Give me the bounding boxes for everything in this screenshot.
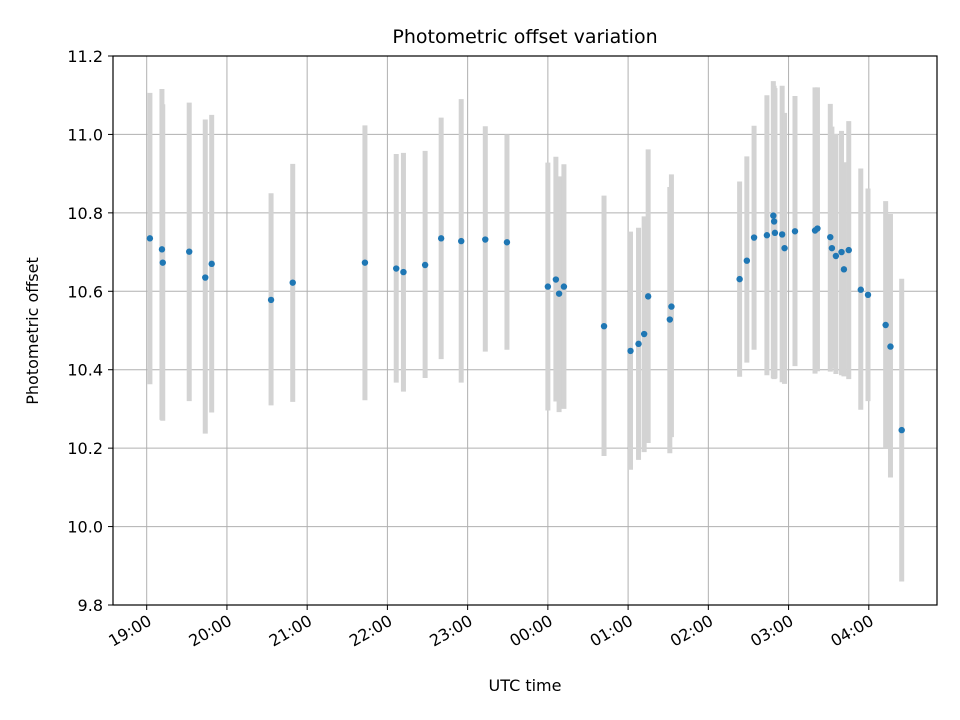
data-point [560, 283, 568, 290]
data-point [400, 268, 407, 276]
data-point [882, 321, 889, 329]
data-point [763, 232, 771, 239]
plot-frame [112, 55, 938, 606]
chart-title: Photometric offset variation [392, 26, 657, 48]
data-point [791, 228, 799, 235]
data-point [781, 244, 788, 252]
data-point [627, 347, 634, 355]
data-point [736, 275, 743, 283]
data-point [552, 276, 560, 283]
data-point [186, 248, 193, 255]
data-point [503, 239, 511, 246]
data-point [393, 265, 400, 272]
data-point [600, 322, 608, 330]
y-tick-label: 9.8 [78, 596, 103, 615]
data-point [458, 237, 465, 245]
data-point [832, 252, 840, 260]
data-point [828, 244, 836, 252]
data-point [159, 259, 166, 266]
y-axis: 9.8 10.0 10.2 10.4 10.6 10.8 11.0 11.2 [67, 47, 113, 615]
data-point [158, 246, 166, 253]
data-point [838, 248, 845, 256]
y-tick-label: 11.0 [67, 125, 103, 144]
data-points [146, 212, 905, 434]
data-point [743, 257, 751, 264]
data-point [857, 286, 864, 293]
y-tick-label: 10.6 [67, 282, 103, 301]
y-tick-label: 10.0 [67, 518, 103, 537]
y-tick-label: 10.8 [67, 204, 103, 223]
data-point [887, 343, 894, 350]
data-point [544, 283, 552, 290]
data-point [267, 296, 275, 304]
data-point [208, 260, 215, 268]
data-point [289, 279, 296, 286]
data-point [814, 225, 821, 232]
y-tick-label: 10.2 [67, 439, 103, 458]
data-point [640, 330, 648, 338]
data-point [750, 234, 758, 241]
data-point [827, 233, 834, 241]
data-point [146, 235, 154, 242]
data-point [635, 340, 642, 348]
data-point [644, 293, 652, 300]
y-tick-label: 11.2 [67, 47, 103, 66]
data-point [555, 290, 563, 297]
data-point [778, 231, 786, 238]
data-point [361, 259, 369, 266]
data-point [770, 212, 777, 219]
data-point [898, 426, 905, 434]
data-point [864, 291, 872, 299]
y-axis-label: Photometric offset [23, 257, 42, 405]
x-axis-label: UTC time [489, 676, 562, 695]
data-point [421, 261, 429, 269]
data-point [668, 303, 675, 310]
data-point [666, 316, 674, 323]
data-point [840, 266, 848, 273]
data-point [437, 235, 445, 242]
y-tick-label: 10.4 [67, 361, 103, 380]
data-point [482, 236, 489, 243]
data-point [771, 229, 779, 237]
data-point [845, 246, 852, 254]
data-point [770, 218, 778, 225]
data-point [202, 274, 209, 281]
